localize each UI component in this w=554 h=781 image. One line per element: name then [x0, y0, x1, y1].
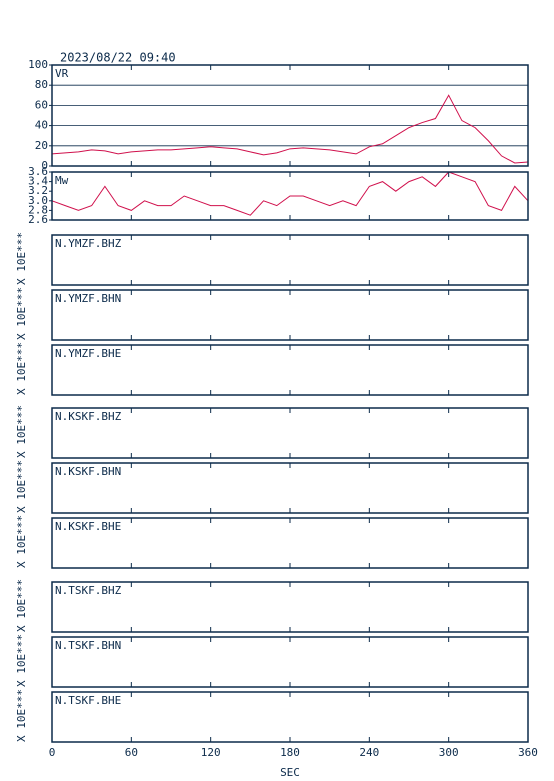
y-tick-label: 0 — [41, 159, 48, 172]
y-tick-label: 80 — [35, 78, 48, 91]
panel-label: VR — [55, 67, 69, 80]
panel-frame — [51, 171, 529, 221]
panel-frame — [51, 691, 529, 743]
y-tick-label: 3.2 — [28, 184, 48, 197]
panel-label: Mw — [55, 174, 69, 187]
panel-frame — [51, 64, 529, 167]
y-tick-label: 2.8 — [28, 203, 48, 216]
station-label: N.YMZF.BHN — [55, 292, 121, 305]
y-tick-label: 100 — [28, 58, 48, 71]
x-tick-label: 60 — [125, 746, 138, 759]
y-axis-label: X 10E*** — [15, 460, 28, 513]
panel-frame — [51, 407, 529, 459]
x-tick-label: 240 — [359, 746, 379, 759]
x-tick-label: 300 — [439, 746, 459, 759]
y-tick-label: 60 — [35, 98, 48, 111]
station-label: N.KSKF.BHZ — [55, 410, 122, 423]
x-tick-label: 360 — [518, 746, 538, 759]
y-axis-label: X 10E*** — [15, 634, 28, 687]
x-tick-label: 120 — [201, 746, 221, 759]
y-axis-label: X 10E*** — [15, 342, 28, 395]
y-axis-label: X 10E*** — [15, 579, 28, 632]
y-axis-label: X 10E*** — [15, 287, 28, 340]
y-axis-label: X 10E*** — [15, 232, 28, 285]
y-tick-label: 3.6 — [28, 165, 48, 178]
panel-frame — [51, 462, 529, 514]
y-axis-label: X 10E*** — [15, 689, 28, 742]
station-label: N.YMZF.BHZ — [55, 237, 122, 250]
x-tick-label: 0 — [49, 746, 56, 759]
y-tick-label: 3.0 — [28, 194, 48, 207]
y-axis-label: X 10E*** — [15, 405, 28, 458]
y-tick-label: 20 — [35, 139, 48, 152]
data-line — [51, 171, 529, 216]
x-axis-label: SEC — [280, 766, 300, 779]
station-label: N.TSKF.BHZ — [55, 584, 122, 597]
panel-frame — [51, 289, 529, 341]
y-tick-label: 3.4 — [28, 175, 48, 188]
station-label: N.TSKF.BHE — [55, 694, 121, 707]
data-line — [51, 94, 529, 164]
y-tick-label: 40 — [35, 119, 48, 132]
y-axis-label: X 10E*** — [15, 515, 28, 568]
timestamp: 2023/08/22 09:40 — [60, 51, 176, 65]
station-label: N.YMZF.BHE — [55, 347, 121, 360]
y-tick-label: 2.6 — [28, 213, 48, 226]
panel-frame — [51, 581, 529, 633]
panel-frame — [51, 517, 529, 569]
x-tick-label: 180 — [280, 746, 300, 759]
panel-frame — [51, 636, 529, 688]
panel-frame — [51, 344, 529, 396]
station-label: N.KSKF.BHE — [55, 520, 121, 533]
station-label: N.KSKF.BHN — [55, 465, 121, 478]
panel-frame — [51, 234, 529, 286]
station-label: N.TSKF.BHN — [55, 639, 121, 652]
